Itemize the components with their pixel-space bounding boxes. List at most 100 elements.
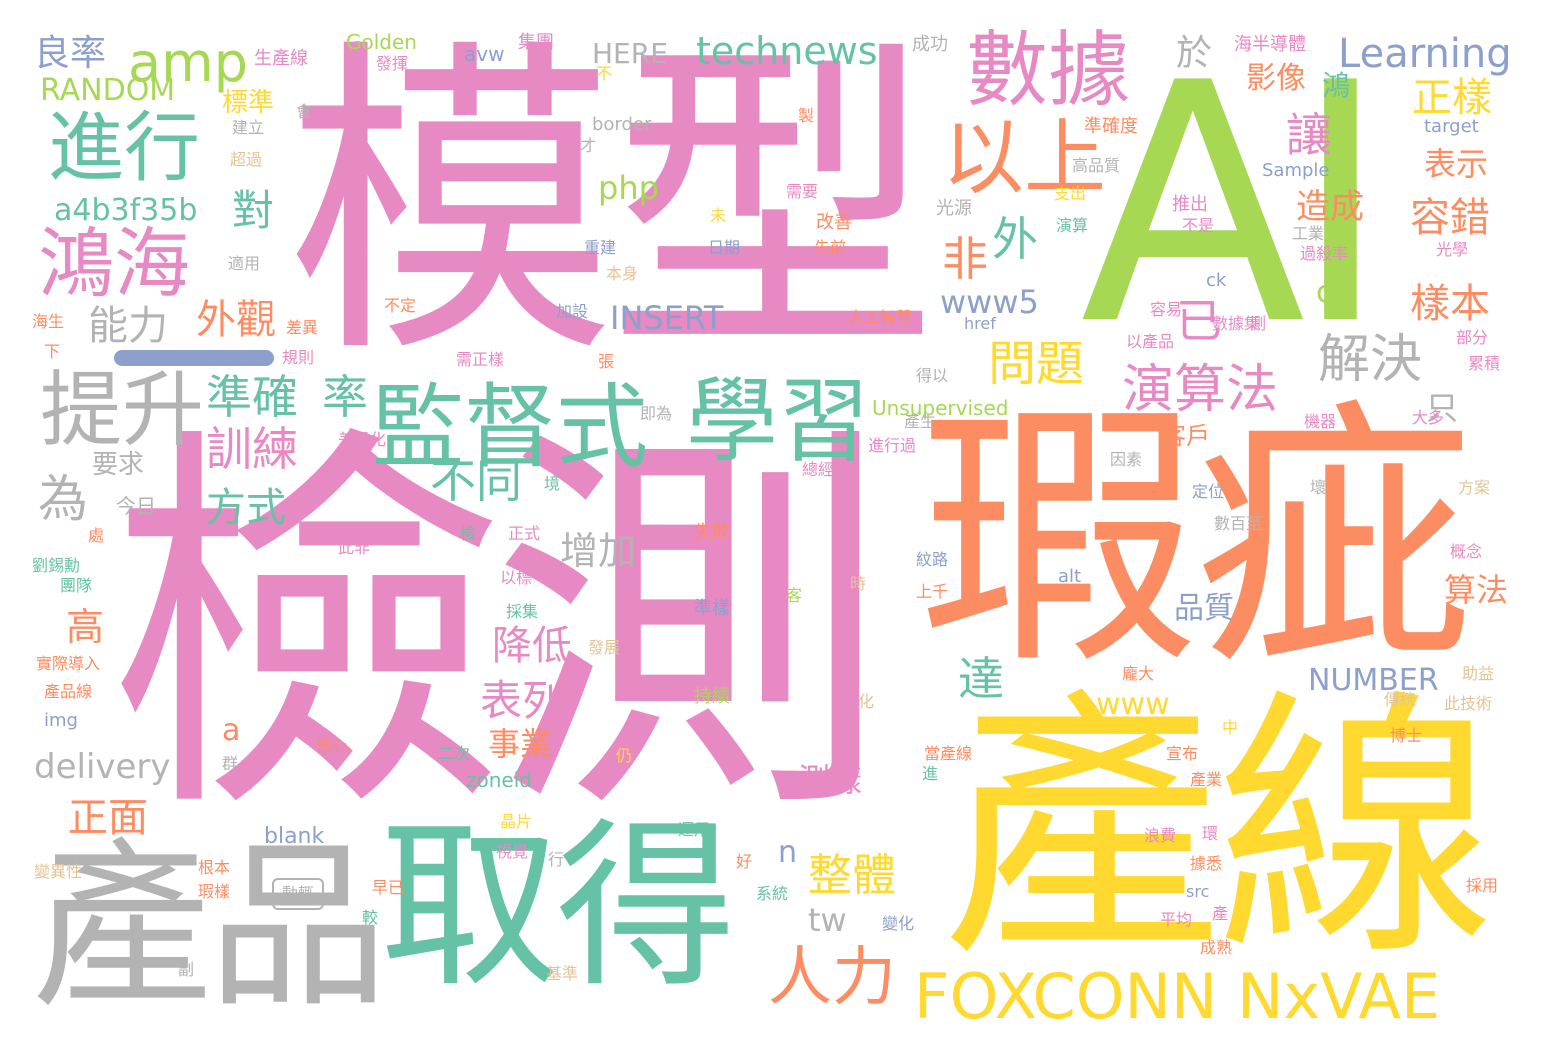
word-sample-book: 樣本	[1410, 281, 1490, 327]
word-accumulate: 累積	[1468, 354, 1501, 373]
word-improve-sm: 改善	[816, 212, 852, 233]
word-ai-sm: 人工智慧	[848, 308, 913, 327]
word-img: img	[44, 710, 78, 731]
word-launch: 推出	[1172, 194, 1208, 215]
word-detect: 檢測	[106, 397, 890, 862]
word-here: HERE	[592, 37, 668, 70]
word-differentiation: 差異化	[338, 430, 387, 449]
word-get: 取得	[380, 803, 736, 1012]
word-ck: ck	[1206, 270, 1227, 291]
word-avw: avw	[464, 42, 505, 66]
word-by-standard: 以標	[500, 568, 533, 587]
word-mature: 成熟	[1200, 938, 1233, 957]
word-only: 只	[1426, 389, 1459, 427]
word-group-sm: 群	[222, 754, 239, 773]
word-fail: 失敗	[694, 522, 730, 543]
word-at: 於	[1176, 33, 1213, 74]
word-image: 影像	[1246, 61, 1306, 96]
word-yield: 良率	[34, 33, 107, 74]
word-diff: 差異	[286, 318, 319, 337]
word-previous: 先前	[814, 238, 847, 257]
word-still: 仍	[616, 746, 633, 765]
word-concept: 概念	[1450, 542, 1483, 561]
word-target: target	[1424, 116, 1479, 137]
word-this-tech: 此技術	[1444, 694, 1493, 713]
word-high-quality: 高品質	[1072, 156, 1121, 175]
word-easy: 容易	[1150, 300, 1183, 319]
word-prod-sm: 產生	[904, 412, 937, 431]
word-only-then: 才	[580, 136, 597, 155]
word-cb: cb	[1316, 275, 1352, 310]
word-algorithm: 演算法	[1122, 360, 1279, 420]
word-number: NUMBER	[1308, 663, 1439, 698]
word-ring: 環	[1202, 824, 1219, 843]
word-problem: 問題	[988, 336, 1085, 392]
word-solve: 解決	[1318, 330, 1423, 390]
word-data-base: 據悉	[1190, 854, 1223, 873]
word-foxconn-zh: 鴻海	[38, 219, 190, 308]
word-will: 會	[296, 102, 313, 121]
word-insert: INSERT	[610, 299, 724, 337]
word-rule: 規則	[282, 348, 315, 367]
word-factor: 因素	[1110, 450, 1143, 469]
word-support: 支出	[1054, 184, 1087, 203]
word-down: 下	[44, 342, 61, 361]
separator-bar	[114, 350, 274, 366]
word-waste: 浪費	[1144, 826, 1177, 845]
word-normal-sample: 正樣	[1412, 75, 1492, 121]
word-production: 產	[1212, 904, 1229, 923]
word-hundreds: 數百至	[1214, 514, 1263, 533]
word-formal: 正式	[508, 524, 541, 543]
word-detect-sm: 檢	[460, 524, 477, 543]
word-not-is: 不是	[1182, 216, 1215, 235]
word-different: 不同	[430, 454, 522, 508]
word-texture: 紋路	[916, 550, 949, 569]
word-zhang: 張	[598, 352, 615, 371]
word-appearance: 外觀	[196, 297, 276, 343]
word-let: 讓	[1286, 108, 1332, 162]
word-href: href	[964, 314, 996, 333]
word-this-is: 即為	[640, 404, 673, 423]
word-deputy: 副	[178, 960, 195, 979]
word-mid: 中	[1222, 718, 1239, 737]
word-good: 好	[736, 852, 753, 871]
word-exert: 發揮	[376, 54, 409, 73]
word-enter: 進	[922, 764, 939, 783]
word-manpower: 人力	[768, 941, 896, 1015]
word-method: 方式	[206, 485, 286, 531]
word-overkill: 過殺率	[1300, 244, 1349, 263]
word-when-line: 當產線	[924, 744, 973, 763]
word-plan: 方案	[1458, 478, 1491, 497]
word-defect: 瑕疵	[920, 377, 1474, 703]
word-apply2: 運用	[678, 820, 711, 839]
word-alt: alt	[1058, 566, 1082, 587]
word-hong: 鴻	[1322, 69, 1351, 102]
word-model: 模型	[286, 13, 938, 397]
word-supervised: 監督式	[372, 374, 649, 481]
word-machine: 機器	[1304, 412, 1337, 431]
word-learning-zh: 學習	[686, 368, 871, 475]
word-twice: 二次	[438, 744, 471, 763]
word-compute: 演算	[1056, 216, 1089, 235]
word-tolerance: 容錯	[1410, 195, 1490, 241]
word-test-sample: 測樣	[798, 761, 863, 799]
word-uncertain: 不定	[384, 296, 417, 315]
word-ai: AI	[1080, 13, 1389, 397]
word-build: 建立	[232, 118, 265, 137]
word-locate: 定位	[1192, 482, 1225, 501]
word-learning-en: Learning	[1338, 31, 1512, 77]
word-team: 團隊	[60, 576, 93, 595]
word-n: n	[778, 835, 798, 870]
word-industrial: 工業	[1292, 224, 1325, 243]
word-cause: 造成	[1296, 187, 1364, 227]
word-liu: 劉錫勳	[32, 556, 81, 575]
word-doctor: 博士	[1390, 726, 1423, 745]
word-reduce: 降低	[492, 623, 572, 669]
word-itself: 本身	[606, 264, 639, 283]
word-tw: tw	[808, 901, 847, 939]
word-adopt: 採用	[1466, 876, 1499, 895]
word-need-pos: 需正樣	[456, 350, 505, 369]
word-requirement: 要求	[92, 450, 145, 480]
word-reality: 實際導入	[36, 654, 101, 673]
word-pair: 對	[232, 186, 275, 235]
